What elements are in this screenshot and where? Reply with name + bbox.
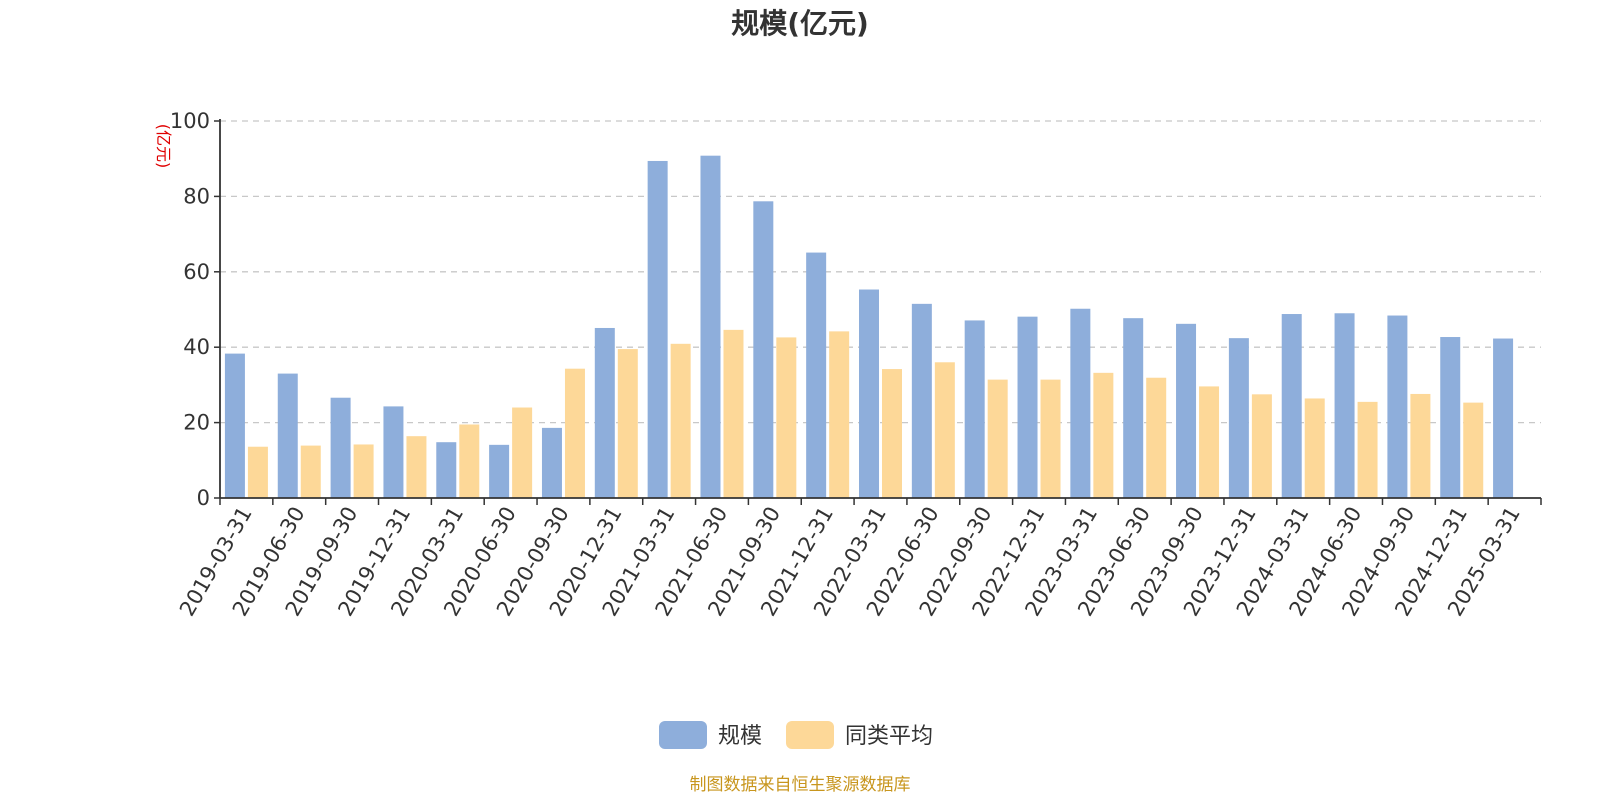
bar-peer-average [882,369,902,498]
x-axis-ticks: 2019-03-312019-06-302019-09-302019-12-31… [175,498,1542,620]
bar-peer-average [1357,401,1378,498]
y-tick-label: 60 [183,260,210,284]
bar-scale [859,289,879,498]
bar-peer-average [564,368,585,498]
bar-scale [1017,316,1038,498]
legend: 规模 同类平均 [659,721,933,749]
bar-peer-average [1463,402,1484,498]
bar-peer-average [829,331,850,498]
bar-scale [1281,314,1302,498]
y-tick-label: 40 [183,335,210,359]
legend-swatch-scale [659,721,707,749]
bar-scale [541,427,562,498]
bar-scale [1176,323,1197,498]
bar-peer-average [512,407,533,498]
bar-peer-average [1410,393,1431,498]
legend-swatch-peer-average [786,721,834,749]
bar-peer-average [300,445,321,498]
bar-peer-average [406,436,427,498]
bar-peer-average [1146,377,1167,498]
bar-scale [1440,337,1461,498]
bar-scale [911,303,932,498]
bar-peer-average [1304,398,1325,498]
legend-label-peer-average: 同类平均 [845,724,933,749]
bar-scale [1123,318,1144,498]
bar-scale [1387,315,1408,498]
y-tick-label: 0 [197,486,210,510]
bar-scale [489,444,510,498]
bar-peer-average [617,349,638,498]
bar-peer-average [353,444,374,498]
axes [219,119,1541,499]
bar-scale [647,160,668,498]
bar-scale [1228,338,1249,498]
data-source-note: 制图数据来自恒生聚源数据库 [690,775,911,795]
bar-peer-average [247,446,268,498]
bar-scale [594,327,615,498]
bar-peer-average [1251,394,1272,498]
bar-scale [1493,338,1514,498]
bar-scale [806,252,827,498]
bar-scale [330,397,351,498]
chart-title: 规模(亿元) [731,7,869,40]
bar-scale [277,373,298,498]
y-axis-unit: (亿元) [154,124,173,169]
bar-scale [753,201,774,498]
bar-peer-average [1093,372,1114,498]
y-tick-label: 20 [183,411,210,435]
bar-peer-average [1199,386,1220,498]
y-tick-label: 100 [170,109,210,133]
y-axis-ticks: 0 20 40 60 80 100 [170,109,220,510]
bar-peer-average [670,343,691,498]
bar-scale [383,406,404,498]
bars [224,155,1514,498]
bar-scale [1070,308,1091,498]
bar-scale [1334,313,1355,498]
bar-scale [224,353,245,498]
bar-peer-average [459,424,480,498]
bar-scale [964,320,985,498]
bar-peer-average [1040,379,1061,498]
bar-scale [700,155,721,498]
bar-peer-average [934,362,955,498]
bar-peer-average [987,379,1008,498]
bar-peer-average [776,337,797,498]
y-tick-label: 80 [183,184,210,208]
bar-scale [436,442,457,498]
bar-peer-average [723,329,744,498]
legend-label-scale: 规模 [718,724,762,749]
